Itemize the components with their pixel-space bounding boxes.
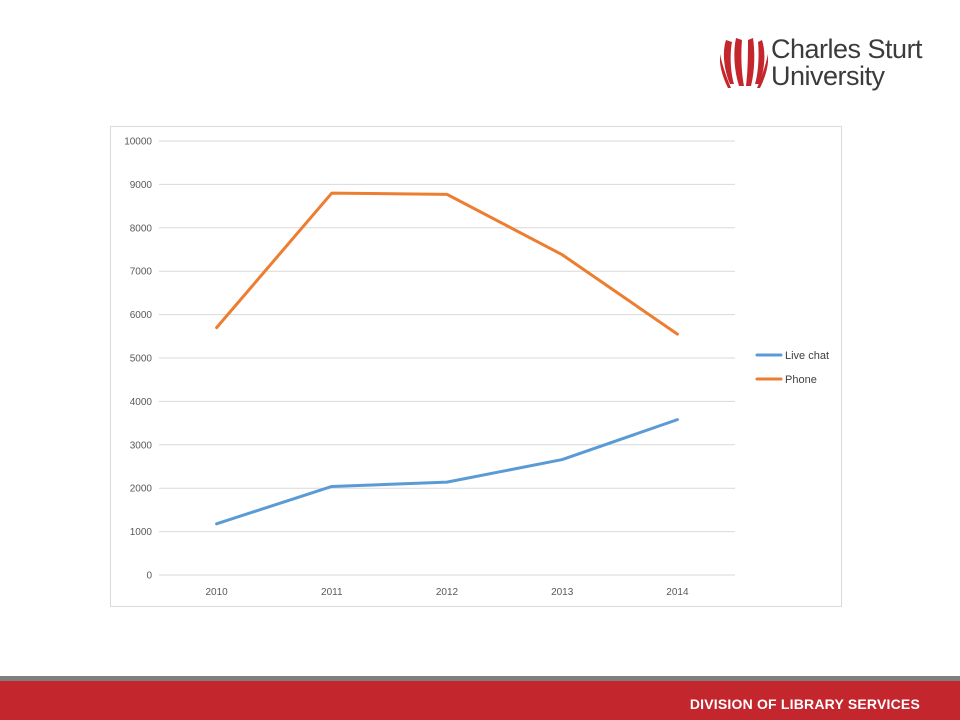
footer-text: DIVISION OF LIBRARY SERVICES bbox=[689, 696, 920, 712]
y-tick-label: 1000 bbox=[130, 527, 153, 538]
y-tick-label: 7000 bbox=[130, 267, 153, 278]
x-tick-label: 2012 bbox=[436, 587, 459, 598]
y-tick-label: 6000 bbox=[130, 310, 153, 321]
y-tick-label: 0 bbox=[146, 571, 152, 582]
y-tick-label: 5000 bbox=[130, 354, 153, 365]
legend-label: Phone bbox=[785, 374, 817, 386]
logo-line-1: Charles Sturt bbox=[771, 34, 923, 64]
footer-stripe bbox=[0, 676, 960, 681]
csu-flame-icon bbox=[719, 38, 769, 88]
y-tick-label: 4000 bbox=[130, 397, 153, 408]
logo-wordmark: Charles Sturt University bbox=[771, 34, 923, 91]
y-tick-label: 3000 bbox=[130, 440, 153, 451]
legend-label: Live chat bbox=[785, 350, 829, 362]
y-tick-label: 8000 bbox=[130, 223, 153, 234]
footer-bar: DIVISION OF LIBRARY SERVICES bbox=[0, 681, 960, 720]
x-tick-label: 2010 bbox=[205, 587, 228, 598]
line-chart: 0 1000 2000 3000 4000 5000 6000 7000 8000 9000 100… bbox=[124, 137, 829, 599]
x-tick-label: 2011 bbox=[321, 587, 343, 598]
series-line-live-chat bbox=[215, 418, 679, 526]
logo-line-2: University bbox=[771, 61, 885, 91]
chart-frame: 0 1000 2000 3000 4000 5000 6000 7000 8000 9000 100… bbox=[110, 126, 842, 607]
university-logo: Charles Sturt University bbox=[719, 34, 935, 92]
series-line-phone bbox=[215, 191, 679, 336]
y-tick-label: 2000 bbox=[130, 484, 153, 495]
y-tick-label: 9000 bbox=[130, 180, 153, 191]
x-tick-label: 2014 bbox=[666, 587, 689, 598]
y-tick-label: 10000 bbox=[124, 137, 152, 148]
x-tick-label: 2013 bbox=[551, 587, 574, 598]
